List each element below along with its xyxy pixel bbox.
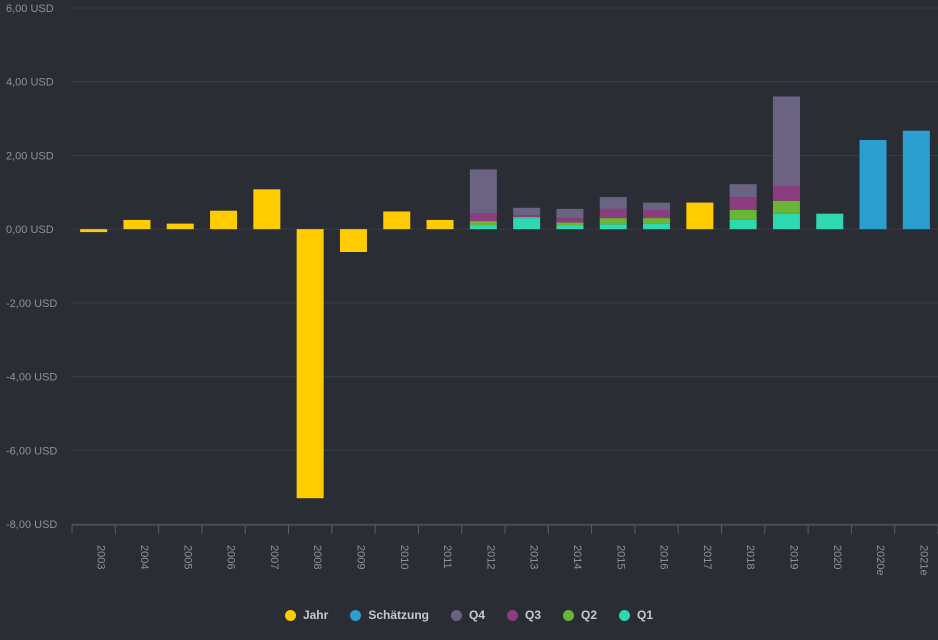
- bar-q1-2018[interactable]: [729, 219, 757, 230]
- bar-jahr-2007[interactable]: [253, 189, 281, 230]
- bar-jahr-2010[interactable]: [383, 211, 411, 230]
- bar-q3-2014[interactable]: [556, 218, 584, 223]
- x-tick-label: 2004: [138, 545, 150, 569]
- y-tick-label: -4,00 USD: [6, 372, 57, 384]
- x-tick-label: 2017: [701, 545, 713, 569]
- bar-sch-tzung-2020e[interactable]: [859, 139, 887, 230]
- bar-q3-2013[interactable]: [513, 215, 541, 217]
- y-tick-label: 0,00 USD: [6, 224, 54, 236]
- x-tick-label: 2011: [441, 545, 453, 569]
- x-tick-label: 2003: [95, 545, 107, 569]
- y-tick-label: -6,00 USD: [6, 445, 57, 457]
- y-tick-label: 4,00 USD: [6, 77, 54, 89]
- x-tick-label: 2009: [354, 545, 366, 569]
- x-tick-label: 2010: [398, 545, 410, 569]
- legend-marker: [284, 609, 296, 621]
- x-tick-label: 2007: [268, 545, 280, 569]
- legend-marker: [450, 609, 462, 621]
- bar-q3-2018[interactable]: [729, 197, 757, 210]
- bar-q1-2014[interactable]: [556, 225, 584, 230]
- legend-label: Q4: [468, 608, 485, 622]
- legend-label: Schätzung: [368, 608, 429, 622]
- bar-q1-2012[interactable]: [469, 225, 497, 230]
- legend-item-sch-tzung[interactable]: Schätzung: [350, 608, 429, 622]
- legend-label: Q2: [581, 608, 598, 622]
- bar-q1-2019[interactable]: [772, 213, 800, 230]
- legend-marker: [619, 609, 631, 621]
- bar-q1-2013[interactable]: [513, 218, 541, 230]
- bar-q2-2015[interactable]: [599, 218, 627, 225]
- legend-marker: [350, 609, 362, 621]
- y-tick-label: 2,00 USD: [6, 150, 54, 162]
- bar-q4-2012[interactable]: [469, 169, 497, 214]
- legend-marker: [563, 609, 575, 621]
- bar-q4-2013[interactable]: [513, 207, 541, 216]
- y-tick-label: 6,00 USD: [6, 3, 54, 15]
- bar-q3-2015[interactable]: [599, 208, 627, 219]
- x-tick-label: 2014: [571, 545, 583, 569]
- y-tick-label: -8,00 USD: [6, 519, 57, 531]
- x-tick-label: 2016: [658, 545, 670, 569]
- bar-jahr-2005[interactable]: [166, 223, 194, 230]
- x-tick-label: 2008: [311, 545, 323, 569]
- x-tick-label: 2012: [484, 545, 496, 569]
- legend-label: Q3: [525, 608, 542, 622]
- bars: [80, 96, 930, 499]
- legend-marker: [507, 609, 518, 621]
- bar-sch-tzung-2021e[interactable]: [902, 130, 930, 230]
- legend-item-q3[interactable]: Q3: [507, 608, 541, 622]
- bar-jahr-2009[interactable]: [339, 229, 367, 252]
- bar-jahr-2011[interactable]: [426, 219, 454, 230]
- grid-lines: [72, 7, 938, 525]
- x-tick-label: 2018: [744, 545, 756, 569]
- bar-jahr-2004[interactable]: [123, 219, 151, 230]
- legend-item-jahr[interactable]: Jahr: [284, 608, 329, 622]
- bar-q3-2019[interactable]: [772, 186, 800, 201]
- bar-q4-2019[interactable]: [772, 96, 800, 187]
- bar-jahr-2017[interactable]: [686, 202, 714, 230]
- bar-q2-2019[interactable]: [772, 200, 800, 214]
- y-tick-label: -2,00 USD: [6, 298, 57, 310]
- bar-q4-2018[interactable]: [729, 184, 757, 198]
- bar-q1-2020[interactable]: [816, 213, 844, 230]
- bar-q2-2012[interactable]: [469, 221, 497, 226]
- x-tick-label: 2020e: [874, 545, 886, 576]
- x-axis: 2003 2004 2005 2006 2007 2008 2009 2010 2011 2012…: [71, 524, 938, 576]
- bar-q3-2016[interactable]: [643, 209, 671, 219]
- bar-q3-2012[interactable]: [469, 213, 497, 222]
- x-tick-label: 2015: [614, 545, 626, 569]
- bar-q1-2016[interactable]: [643, 223, 671, 230]
- x-tick-label: 2005: [181, 545, 193, 569]
- x-tick-label: 2020: [831, 545, 843, 569]
- bar-q1-2015[interactable]: [599, 224, 627, 230]
- bar-jahr-2006[interactable]: [210, 210, 238, 230]
- bar-q2-2014[interactable]: [556, 222, 584, 226]
- legend-label: Q1: [637, 608, 654, 622]
- x-tick-label: 2021e: [917, 545, 929, 576]
- legend-item-q2[interactable]: Q2: [563, 608, 597, 622]
- bar-q4-2016[interactable]: [643, 202, 671, 210]
- x-tick-label: 2006: [225, 545, 237, 569]
- bar-q2-2018[interactable]: [729, 209, 757, 220]
- bar-q4-2015[interactable]: [599, 197, 627, 209]
- bar-jahr-2008[interactable]: [296, 229, 324, 499]
- legend-item-q4[interactable]: Q4: [450, 608, 485, 622]
- bar-jahr-2003[interactable]: [80, 229, 108, 233]
- chart-legend: Jahr Schätzung Q4 Q3 Q2 Q1: [0, 608, 938, 622]
- legend-item-q1[interactable]: Q1: [619, 608, 653, 622]
- x-tick-label: 2013: [528, 545, 540, 569]
- x-tick-label: 2019: [787, 545, 799, 569]
- legend-label: Jahr: [302, 608, 329, 622]
- bar-q4-2014[interactable]: [556, 208, 584, 219]
- bar-q2-2013[interactable]: [513, 216, 541, 219]
- y-axis-tick-labels: 6,00 USD 4,00 USD 2,00 USD 0,00 USD -2,00 US…: [6, 3, 57, 531]
- bar-q2-2016[interactable]: [643, 218, 671, 224]
